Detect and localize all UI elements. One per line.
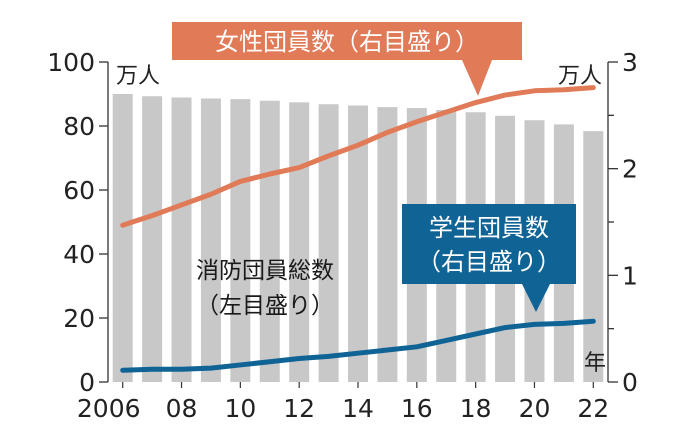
bar-2012 bbox=[289, 102, 310, 382]
x-tick-label: 22 bbox=[577, 394, 609, 423]
bar-2007 bbox=[142, 96, 163, 383]
x-tick-label: 16 bbox=[401, 394, 433, 423]
bars-legend-label: 消防団員総数 bbox=[196, 258, 334, 284]
left-tick-label: 40 bbox=[63, 240, 95, 269]
x-tick-label: 20 bbox=[519, 394, 551, 423]
labels-layer: 万人 万人年 消防団員総数 （左目盛り） 女性団員数（右目盛り） 学生団員数 （右目盛り） bbox=[116, 22, 606, 376]
left-tick-label: 20 bbox=[63, 304, 95, 333]
bars-layer bbox=[112, 94, 604, 383]
lines-layer bbox=[120, 85, 596, 373]
bar-2015 bbox=[377, 107, 398, 383]
x-tick-label: 18 bbox=[460, 394, 492, 423]
student-callout-label: 学生団員数 bbox=[429, 214, 549, 242]
female-callout-box bbox=[172, 22, 522, 96]
bar-2008 bbox=[171, 97, 192, 383]
bar-2009 bbox=[200, 98, 221, 382]
series-line-0 bbox=[120, 85, 596, 228]
x-axis-unit: 年 bbox=[584, 351, 606, 376]
bar-2022 bbox=[583, 131, 604, 382]
left-axis-unit: 万人 bbox=[116, 64, 160, 89]
female-callout-label: 女性団員数（右目盛り） bbox=[215, 28, 479, 56]
left-tick-label: 100 bbox=[47, 48, 95, 77]
x-tick-label: 10 bbox=[224, 394, 256, 423]
student-callout-sublabel: （右目盛り） bbox=[417, 248, 561, 276]
left-tick-label: 60 bbox=[63, 176, 95, 205]
bars-legend-sublabel: （左目盛り） bbox=[196, 293, 334, 319]
x-tick-label: 2006 bbox=[77, 394, 141, 423]
x-tick-label: 08 bbox=[166, 394, 198, 423]
bar-2014 bbox=[348, 105, 368, 383]
bar-2010 bbox=[230, 99, 251, 383]
right-tick-label: 3 bbox=[622, 48, 638, 77]
bar-2011 bbox=[259, 100, 280, 382]
x-tick-label: 14 bbox=[342, 394, 374, 423]
right-tick-label: 1 bbox=[622, 261, 638, 290]
left-tick-label: 80 bbox=[63, 112, 95, 141]
series-line-1 bbox=[120, 318, 596, 373]
right-tick-label: 0 bbox=[622, 368, 638, 397]
bar-2013 bbox=[318, 104, 339, 383]
right-tick-label: 2 bbox=[622, 155, 638, 184]
x-tick-label: 12 bbox=[283, 394, 315, 423]
left-tick-label: 0 bbox=[79, 368, 95, 397]
right-axis-unit: 万人 bbox=[558, 64, 602, 89]
bar-2006 bbox=[112, 94, 133, 382]
student-callout-box bbox=[402, 204, 576, 312]
